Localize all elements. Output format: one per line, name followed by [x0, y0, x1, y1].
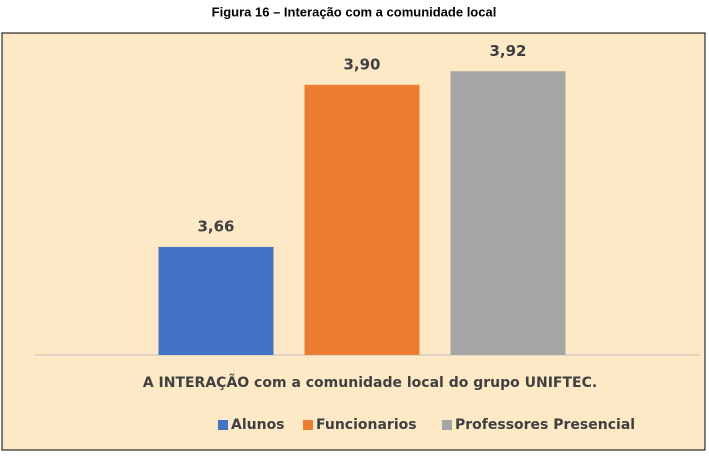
legend-swatch	[303, 420, 313, 430]
chart-title: Figura 16 – Interação com a comunidade l…	[212, 4, 497, 19]
legend-label: Alunos	[231, 417, 285, 433]
legend-label: Professores Presencial	[455, 417, 635, 433]
value-label: 3,66	[197, 217, 234, 235]
value-label: 3,92	[489, 42, 526, 60]
legend-label: Funcionarios	[316, 417, 417, 433]
x-tick-label: A INTERAÇÃO com a comunidade local do gr…	[143, 374, 597, 391]
value-label: 3,90	[343, 55, 380, 73]
bar	[450, 71, 566, 356]
legend-swatch	[218, 420, 228, 430]
bar	[158, 246, 274, 355]
bar	[304, 84, 420, 356]
legend-swatch	[442, 420, 452, 430]
